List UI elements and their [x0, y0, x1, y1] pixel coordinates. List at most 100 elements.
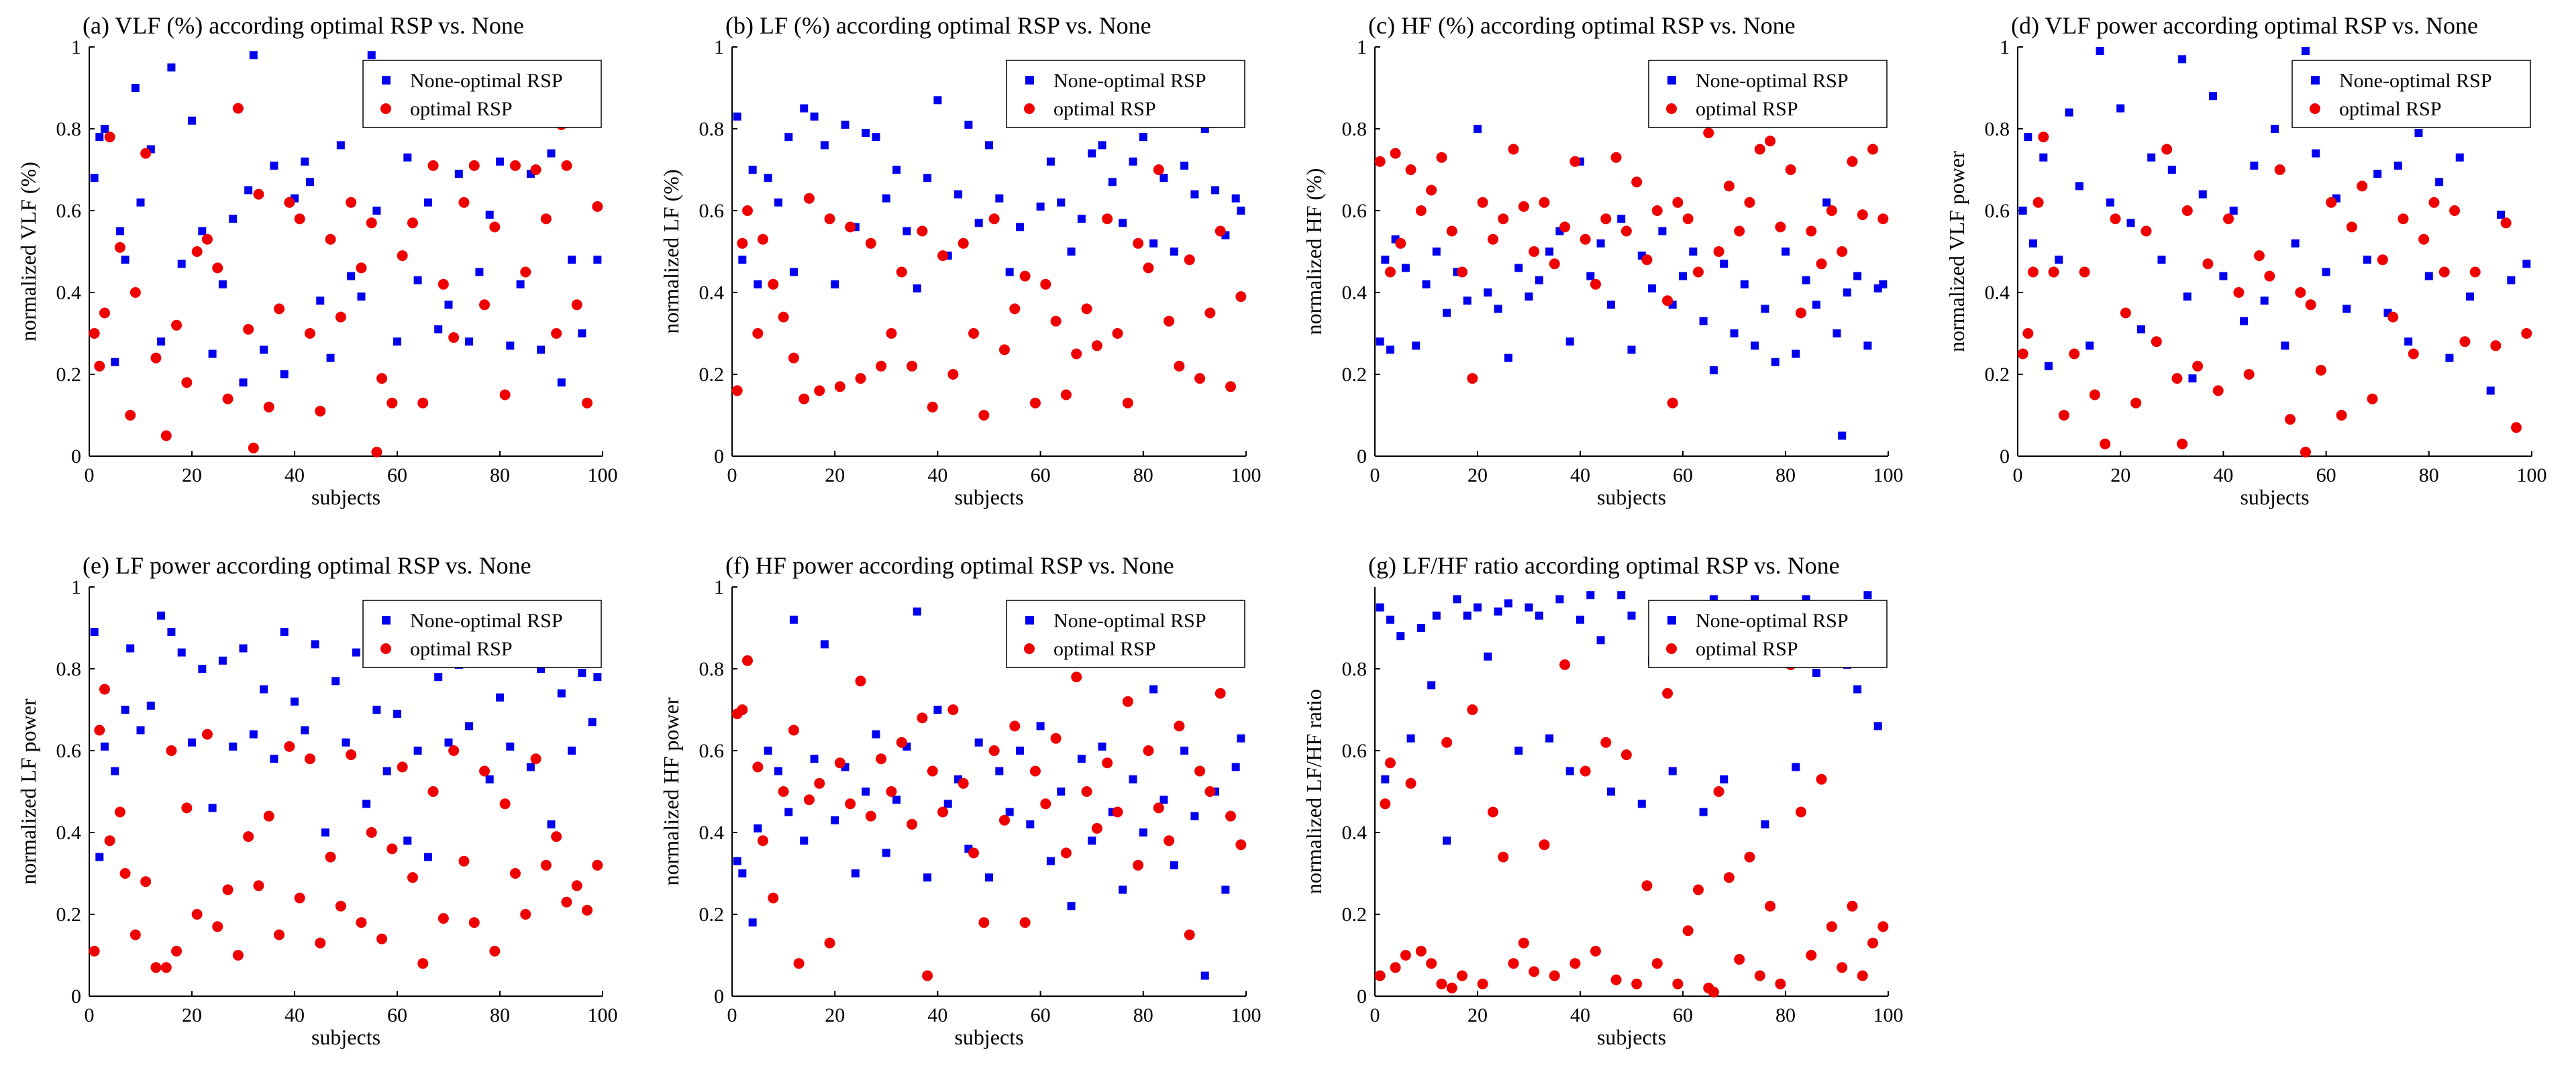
data-point-circle: [1498, 851, 1509, 863]
data-point-square: [1149, 239, 1158, 248]
data-point-circle: [1837, 246, 1848, 257]
data-point-square: [270, 161, 278, 170]
data-point-square: [1853, 685, 1862, 694]
data-point-circle: [1071, 671, 1082, 683]
data-point-circle: [2130, 397, 2142, 409]
data-point-circle: [540, 213, 552, 225]
data-point-circle: [1204, 786, 1216, 797]
data-point-circle: [768, 892, 779, 904]
data-point-square: [1822, 198, 1831, 207]
data-point-circle: [1620, 749, 1632, 761]
data-point-square: [208, 804, 217, 812]
data-point-square: [2126, 219, 2135, 227]
data-point-square: [1237, 207, 1245, 215]
data-point-circle: [803, 193, 815, 204]
data-point-circle: [1765, 136, 1776, 147]
data-point-square: [1067, 902, 1076, 910]
legend-label: optimal RSP: [1696, 98, 1798, 120]
data-point-square: [2167, 166, 2176, 174]
data-point-square: [800, 837, 809, 845]
y-tick-label: 0.2: [699, 364, 725, 386]
data-point-square: [913, 607, 921, 616]
data-point-circle: [1487, 233, 1498, 245]
data-point-square: [1853, 272, 1862, 280]
data-point-circle: [2079, 266, 2090, 278]
data-point-circle: [752, 761, 764, 773]
data-point-circle: [768, 278, 779, 290]
y-axis-label: normalized LF power: [16, 698, 40, 885]
data-point-circle: [1153, 164, 1164, 175]
data-point-square: [1119, 885, 1127, 894]
data-point-circle: [571, 299, 582, 311]
data-point-circle: [2032, 197, 2044, 208]
x-tick-label: 80: [1775, 464, 1796, 486]
data-point-circle: [834, 381, 845, 392]
data-point-circle: [1867, 937, 1879, 949]
y-tick-label: 1: [2000, 36, 2010, 58]
data-point-square: [1015, 223, 1024, 231]
data-point-circle: [140, 876, 152, 887]
data-point-circle: [1143, 745, 1154, 756]
data-point-circle: [1019, 917, 1031, 928]
data-point-square: [208, 349, 217, 358]
data-point-circle: [1667, 397, 1678, 409]
data-point-square: [1627, 611, 1636, 620]
data-point-circle: [2089, 389, 2100, 400]
data-point-square: [1699, 808, 1708, 816]
data-point-circle: [2305, 299, 2316, 311]
data-point-square: [820, 141, 829, 150]
data-point-square: [1812, 669, 1820, 678]
data-point-circle: [181, 377, 193, 388]
y-tick-label: 0.8: [56, 658, 82, 680]
data-point-circle: [417, 397, 429, 409]
data-point-circle: [1708, 986, 1719, 998]
data-point-circle: [571, 880, 582, 892]
data-point-circle: [937, 250, 949, 262]
data-point-circle: [907, 360, 918, 372]
data-point-square: [146, 701, 155, 710]
data-point-circle: [2264, 270, 2275, 282]
x-tick-label: 20: [182, 1004, 202, 1026]
data-point-circle: [1826, 205, 1837, 216]
data-point-circle: [1754, 144, 1765, 155]
x-tick-label: 60: [387, 464, 407, 486]
data-point-circle: [998, 814, 1010, 826]
data-point-circle: [803, 794, 815, 806]
data-point-square: [1658, 227, 1667, 235]
data-point-square: [2178, 55, 2187, 64]
data-point-square: [2250, 161, 2259, 170]
data-point-circle: [2449, 205, 2461, 216]
x-tick-label: 20: [2110, 464, 2130, 486]
legend-marker-square: [2311, 76, 2320, 85]
data-point-circle: [427, 160, 439, 171]
data-point-square: [177, 648, 186, 657]
data-point-square: [444, 738, 453, 747]
data-point-circle: [489, 221, 501, 233]
data-point-circle: [1184, 929, 1195, 940]
data-point-circle: [1143, 262, 1154, 274]
y-tick-label: 0.4: [699, 822, 725, 844]
data-point-circle: [304, 328, 315, 339]
data-point-square: [357, 292, 366, 301]
data-point-circle: [1122, 397, 1133, 409]
data-point-square: [2075, 182, 2083, 191]
data-point-circle: [335, 311, 346, 323]
data-point-square: [1416, 624, 1425, 632]
data-point-circle: [366, 827, 377, 838]
data-point-circle: [927, 765, 938, 777]
data-point-circle: [1081, 303, 1092, 315]
data-point-square: [892, 796, 901, 804]
data-point-square: [754, 824, 762, 832]
data-point-circle: [2469, 266, 2481, 278]
legend-label: optimal RSP: [410, 638, 513, 660]
data-point-circle: [1692, 266, 1704, 278]
x-tick-label: 40: [285, 464, 305, 486]
data-point-circle: [2326, 197, 2337, 208]
data-point-circle: [1857, 970, 1868, 981]
data-point-square: [1576, 615, 1584, 624]
data-point-square: [2466, 292, 2475, 301]
data-point-square: [115, 227, 124, 235]
x-axis-label: subjects: [2240, 485, 2309, 509]
data-point-square: [578, 329, 586, 337]
data-point-square: [393, 337, 401, 346]
